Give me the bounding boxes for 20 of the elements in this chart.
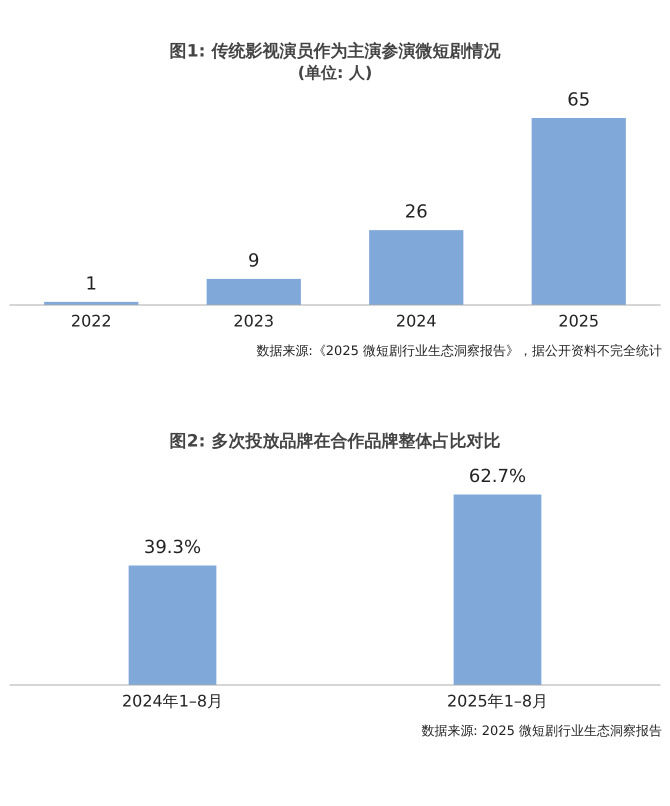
data-label: 39.3% <box>144 537 202 558</box>
data-label: 9 <box>248 250 260 272</box>
x-tick-label: 2025 <box>558 312 600 331</box>
chart-subtitle: (单位: 人) <box>298 63 372 82</box>
data-label: 65 <box>567 90 590 111</box>
bar <box>532 118 626 305</box>
data-label: 26 <box>404 202 428 223</box>
data-label: 1 <box>86 274 97 295</box>
bar <box>369 230 464 305</box>
bar <box>206 278 301 305</box>
chart-title: 图1: 传统影视演员作为主演参演微短剧情况 <box>170 42 502 62</box>
x-tick-label: 2023 <box>233 312 274 331</box>
source-note: 数据来源: 2025 微短剧行业生态洞察报告 <box>420 723 663 740</box>
x-tick-label: 2025年1–8月 <box>446 692 548 711</box>
chart-title: 图2: 多次投放品牌在合作品牌整体占比对比 <box>170 432 500 452</box>
source-note: 数据来源:《2025 微短剧行业生态洞察报告》，据公开资料不完全统计 <box>255 343 663 360</box>
x-tick-label: 2024 <box>396 312 437 331</box>
x-tick-label: 2024年1–8月 <box>122 692 224 711</box>
data-label: 62.7% <box>468 466 526 488</box>
x-tick-label: 2022 <box>70 312 112 331</box>
